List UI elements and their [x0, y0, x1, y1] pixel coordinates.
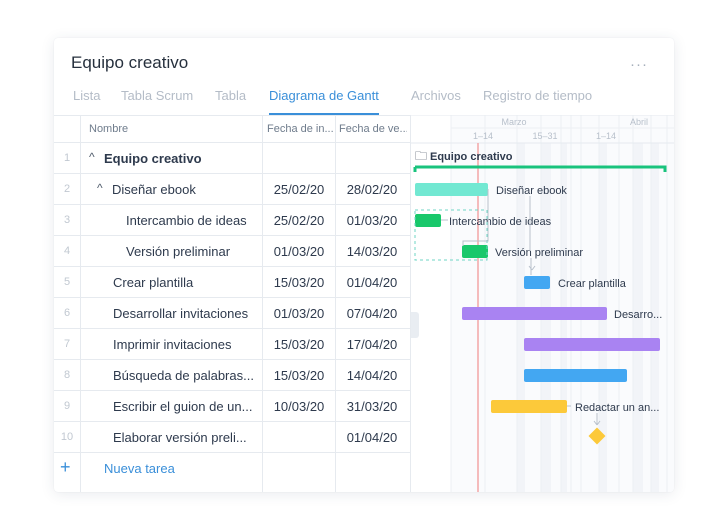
- task-row[interactable]: 3 Intercambio de ideas 25/02/20 01/03/20: [54, 205, 410, 236]
- task-start-date[interactable]: 01/03/20: [273, 306, 325, 321]
- tab-diagrama-de-gantt[interactable]: Diagrama de Gantt: [269, 88, 379, 115]
- task-name[interactable]: Búsqueda de palabras...: [113, 368, 254, 383]
- task-start-date[interactable]: 15/03/20: [273, 337, 325, 352]
- gantt-canvas: Marzo Abril 1–14 15–31 1–14 🗀 Equipo creativo D…: [411, 115, 674, 492]
- row-number: 5: [63, 276, 71, 288]
- row-number: 6: [63, 307, 71, 319]
- row-number: 7: [63, 338, 71, 350]
- task-bar-label: Redactar un an...: [575, 402, 659, 414]
- task-bar-label: Desarro...: [614, 309, 662, 321]
- task-bar-label: Crear plantilla: [558, 278, 627, 290]
- task-end-date[interactable]: 01/04/20: [346, 430, 398, 445]
- tab-archivos[interactable]: Archivos: [411, 88, 461, 103]
- task-start-date[interactable]: 25/02/20: [273, 182, 325, 197]
- task-name[interactable]: Equipo creativo: [104, 151, 202, 166]
- gantt-chart: Marzo Abril 1–14 15–31 1–14 🗀 Equipo creativo D…: [411, 115, 674, 492]
- milestone-diamond[interactable]: [588, 427, 606, 445]
- task-end-date[interactable]: 07/04/20: [346, 306, 398, 321]
- task-bar[interactable]: [415, 214, 441, 227]
- tab-lista[interactable]: Lista: [73, 88, 101, 103]
- new-task-button[interactable]: Nueva tarea: [104, 461, 175, 476]
- task-name[interactable]: Elaborar versión preli...: [113, 430, 247, 445]
- task-bar[interactable]: [524, 369, 627, 382]
- task-start-date[interactable]: 25/02/20: [273, 213, 325, 228]
- tab-registro-de-tiempo[interactable]: Registro de tiempo: [483, 88, 593, 103]
- task-end-date[interactable]: 14/04/20: [346, 368, 398, 383]
- folder-icon: 🗀: [415, 149, 427, 163]
- project-summary-bar[interactable]: [413, 165, 667, 172]
- row-number: 4: [63, 245, 71, 257]
- week-label: 1–14: [473, 131, 493, 141]
- new-task-row[interactable]: + Nueva tarea: [54, 453, 410, 484]
- task-bar-label: Intercambio de ideas: [449, 216, 552, 228]
- row-number: 10: [60, 431, 74, 443]
- task-bar[interactable]: [462, 245, 488, 258]
- task-start-date[interactable]: 01/03/20: [273, 244, 325, 259]
- task-end-date[interactable]: 28/02/20: [346, 182, 398, 197]
- row-number: 1: [63, 152, 71, 164]
- column-header-end-date[interactable]: Fecha de ve...: [339, 123, 407, 135]
- project-card: Equipo creativo ··· Lista Tabla Scrum Ta…: [54, 38, 674, 492]
- task-name[interactable]: Diseñar ebook: [112, 182, 196, 197]
- task-row[interactable]: 6 Desarrollar invitaciones 01/03/20 07/04/2…: [54, 298, 410, 329]
- tab-tabla[interactable]: Tabla: [215, 88, 247, 103]
- task-row[interactable]: 9 Escribir el guion de un... 10/03/20 31/03…: [54, 391, 410, 422]
- more-options-icon[interactable]: ···: [630, 56, 648, 73]
- dependency-arrow: [462, 189, 489, 246]
- weekend-column: [651, 143, 659, 492]
- collapse-caret-icon[interactable]: ^: [89, 150, 95, 164]
- task-name[interactable]: Crear plantilla: [113, 275, 194, 290]
- gantt-project-label: Equipo creativo: [430, 151, 513, 163]
- row-number: 2: [63, 183, 71, 195]
- task-name[interactable]: Desarrollar invitaciones: [113, 306, 249, 321]
- task-start-date[interactable]: 15/03/20: [273, 275, 325, 290]
- grid-header: Nombre Fecha de in... Fecha de ve...: [54, 115, 410, 143]
- row-number: 3: [63, 214, 71, 226]
- month-label: Marzo: [501, 117, 526, 127]
- column-header-start-date[interactable]: Fecha de in...: [267, 123, 333, 135]
- column-header-name[interactable]: Nombre: [89, 123, 129, 135]
- task-end-date[interactable]: 17/04/20: [346, 337, 398, 352]
- month-label: Abril: [630, 117, 648, 127]
- task-row[interactable]: 1 ^ Equipo creativo: [54, 143, 410, 174]
- collapse-caret-icon[interactable]: ^: [97, 181, 103, 195]
- dependency-arrow: [593, 420, 601, 426]
- task-start-date[interactable]: 10/03/20: [273, 399, 325, 414]
- task-end-date[interactable]: 01/03/20: [346, 213, 398, 228]
- dependency-arrow: [528, 265, 536, 271]
- add-task-icon[interactable]: +: [60, 457, 71, 477]
- task-end-date[interactable]: 01/04/20: [346, 275, 398, 290]
- task-bar-label: Versión preliminar: [495, 247, 583, 259]
- week-label: 1–14: [596, 131, 616, 141]
- tab-tabla-scrum[interactable]: Tabla Scrum: [121, 88, 194, 103]
- task-end-date[interactable]: 14/03/20: [346, 244, 398, 259]
- task-name[interactable]: Versión preliminar: [126, 244, 231, 259]
- selection-outline: [414, 209, 488, 261]
- task-row[interactable]: 8 Búsqueda de palabras... 15/03/20 14/04/20: [54, 360, 410, 391]
- task-bar[interactable]: [462, 307, 607, 320]
- task-name[interactable]: Intercambio de ideas: [126, 213, 247, 228]
- task-grid: Nombre Fecha de in... Fecha de ve... 1 ^ E…: [54, 115, 410, 492]
- task-bar[interactable]: [415, 183, 488, 196]
- splitter-handle[interactable]: [411, 312, 419, 338]
- task-row[interactable]: 10 Elaborar versión preli... 01/04/20: [54, 422, 410, 453]
- task-row[interactable]: 7 Imprimir invitaciones 15/03/20 17/04/20: [54, 329, 410, 360]
- task-bar[interactable]: [524, 338, 660, 351]
- task-row[interactable]: 5 Crear plantilla 15/03/20 01/04/20: [54, 267, 410, 298]
- row-number: 8: [63, 369, 71, 381]
- task-bar[interactable]: [524, 276, 550, 289]
- task-end-date[interactable]: 31/03/20: [346, 399, 398, 414]
- task-bar-label: Diseñar ebook: [496, 185, 567, 197]
- row-number: 9: [63, 400, 71, 412]
- pane-splitter: [410, 115, 411, 492]
- task-start-date[interactable]: 15/03/20: [273, 368, 325, 383]
- task-name[interactable]: Imprimir invitaciones: [113, 337, 232, 352]
- task-row[interactable]: 2 ^ Diseñar ebook 25/02/20 28/02/20: [54, 174, 410, 205]
- project-title: Equipo creativo: [71, 53, 189, 72]
- task-name[interactable]: Escribir el guion de un...: [113, 399, 253, 414]
- weekend-column: [633, 143, 643, 492]
- week-label: 15–31: [532, 131, 557, 141]
- task-row[interactable]: 4 Versión preliminar 01/03/20 14/03/20: [54, 236, 410, 267]
- task-bar[interactable]: [491, 400, 567, 413]
